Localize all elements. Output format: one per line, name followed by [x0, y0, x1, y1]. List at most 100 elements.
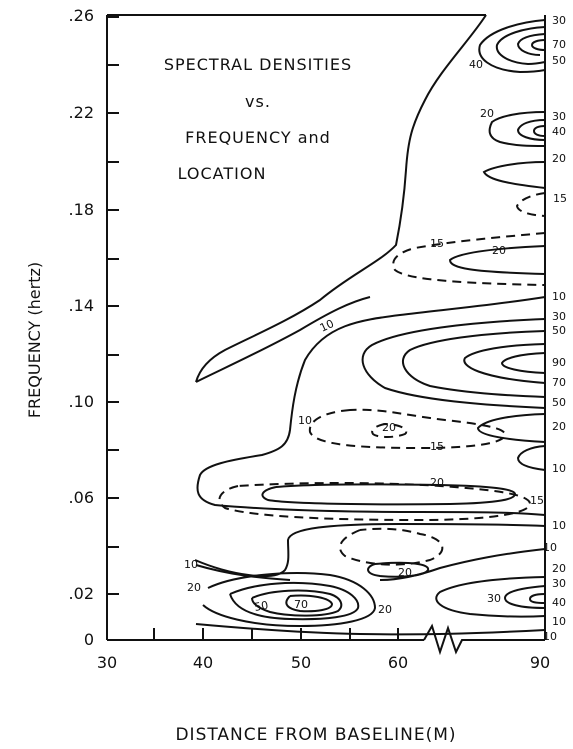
y-tick-label: .14 [69, 296, 94, 315]
y-tick-label: .22 [69, 103, 94, 122]
contour-line-10 [196, 296, 546, 516]
contour-label: 30 [552, 14, 566, 27]
contour-line-10 [379, 548, 546, 581]
contour-line-40 [528, 593, 546, 604]
contour-line-40 [532, 125, 546, 137]
contour-label: 20 [378, 603, 392, 616]
contour-label: 30 [487, 592, 501, 605]
x-axis-break-mark [423, 623, 545, 656]
x-tick-label: 60 [388, 653, 408, 672]
x-tick-label: 30 [97, 653, 117, 672]
contour-label: 20 [552, 562, 566, 575]
y-tick-label: .02 [69, 584, 94, 603]
chart-title-line-4: LOCATION [178, 164, 267, 183]
contour-label: 15 [430, 440, 444, 453]
contour-label: 70 [552, 38, 566, 51]
x-tick-label: 50 [291, 653, 311, 672]
contour-label: 10 [298, 414, 312, 427]
contour-label: 20 [382, 421, 396, 434]
contour-line-10 [195, 623, 546, 636]
contour-label: 90 [552, 356, 566, 369]
chart-title-line-1: SPECTRAL DENSITIES [164, 55, 352, 74]
contour-line-10 [516, 445, 546, 471]
contour-line-20-dashed [218, 482, 531, 522]
contour-line-10 [194, 522, 546, 577]
contour-line-20 [367, 561, 429, 578]
contour-line-20 [482, 161, 546, 189]
x-tick-label: 90 [530, 653, 550, 672]
contour-label: 10 [552, 615, 566, 628]
contour-label: 20 [492, 244, 506, 257]
contour-label: 40 [552, 125, 566, 138]
contour-label: 10 [543, 630, 557, 643]
contour-label: 40 [552, 596, 566, 609]
contour-label: 20 [480, 107, 494, 120]
contour-line-50 [251, 589, 343, 617]
contour-label: 10 [184, 558, 198, 571]
contour-label: 30 [552, 310, 566, 323]
contour-line-90 [500, 352, 546, 374]
contour-line-30 [478, 19, 546, 74]
chart-title-line-3: FREQUENCY and [185, 128, 331, 147]
contour-line-30 [503, 585, 546, 609]
y-axis-title: FREQUENCY (hertz) [25, 262, 44, 418]
x-axis-title: DISTANCE FROM BASELINE(M) [175, 725, 456, 745]
contour-label: 10 [318, 317, 336, 335]
y-tick-label: .10 [69, 392, 94, 411]
contour-line-20 [476, 413, 546, 443]
y-ticks [107, 16, 119, 641]
contour-line-15-dashed [308, 408, 507, 450]
contour-label: 10 [552, 462, 566, 475]
contour-line-70 [530, 39, 546, 51]
contour-line-30 [229, 581, 360, 621]
contour-line-10 [195, 564, 291, 581]
contour-lines [194, 14, 546, 636]
contour-label: 20 [430, 476, 444, 489]
contour-label: 30 [552, 110, 566, 123]
contour-label: 50 [253, 599, 269, 614]
contour-label: 50 [552, 54, 566, 67]
contour-line-20-dashed [371, 423, 408, 438]
contour-line-10 [195, 296, 371, 383]
contour-line-50 [401, 330, 546, 398]
contour-label: 10 [552, 290, 566, 303]
y-tick-label: 0 [84, 630, 94, 649]
contour-line-20-dashed [339, 527, 444, 566]
contour-label: 40 [469, 58, 483, 71]
contour-label: 70 [294, 598, 308, 611]
contour-line-70 [285, 594, 334, 613]
contour-line-20 [435, 576, 546, 618]
contour-line-20 [448, 245, 546, 275]
contour-line-15-dashed [392, 232, 546, 286]
contour-label: 20 [552, 152, 566, 165]
contour-line-20 [261, 483, 517, 506]
contour-line-30 [361, 318, 546, 409]
contour-line-50 [516, 33, 546, 56]
chart-title-line-2: vs. [245, 92, 271, 111]
contour-label: 15 [530, 494, 544, 507]
contour-label: 20 [552, 420, 566, 433]
contour-label: 15 [553, 192, 567, 205]
contour-label: 50 [552, 396, 566, 409]
contour-line-20 [202, 572, 377, 628]
contour-labels: 30 70 50 40 20 30 40 20 15 15 20 10 30 5… [184, 14, 567, 643]
contour-label: 50 [552, 324, 566, 337]
y-tick-label: .26 [69, 6, 94, 25]
contour-label: 10 [552, 519, 566, 532]
y-tick-label: .06 [69, 488, 94, 507]
contour-label: 20 [398, 566, 412, 579]
contour-label: 10 [543, 541, 557, 554]
contour-line-30 [516, 119, 546, 141]
contour-line-70 [463, 343, 546, 384]
contour-line-10 [195, 14, 487, 383]
y-tick-label: .18 [69, 200, 94, 219]
contour-label: 30 [552, 577, 566, 590]
contour-label: 70 [552, 376, 566, 389]
contour-line-15-dashed [515, 192, 546, 217]
contour-label: 15 [430, 237, 444, 250]
contour-line-20 [488, 111, 546, 147]
contour-label: 20 [187, 581, 201, 594]
contour-line-40 [495, 26, 546, 66]
x-tick-label: 40 [193, 653, 213, 672]
